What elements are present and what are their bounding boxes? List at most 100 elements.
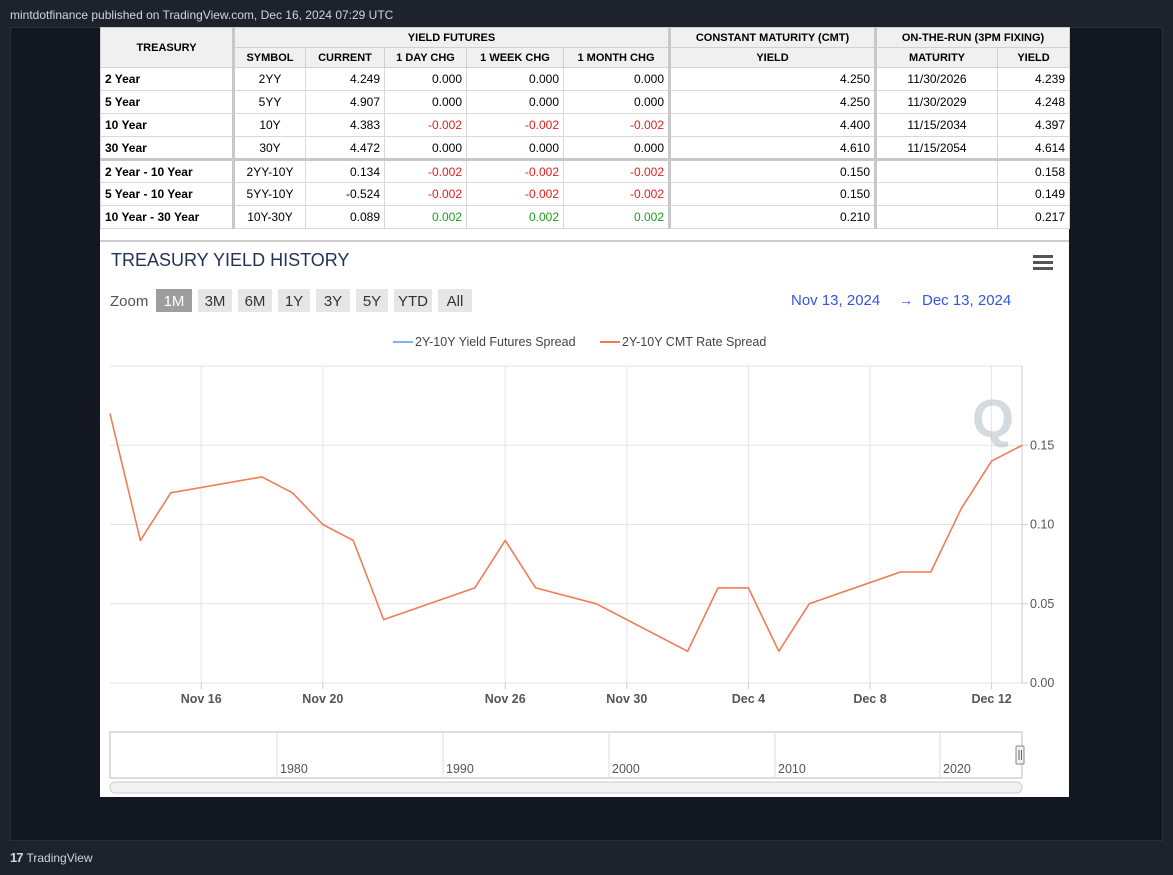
navigator-label: 2010 — [778, 762, 806, 776]
y-tick-label: 0.05 — [1030, 597, 1054, 611]
yield-history-chart: TREASURY YIELD HISTORY Zoom 1M 3M 6M 1Y 3Y 5Y… — [109, 250, 1054, 794]
cell-maturity — [874, 158, 999, 183]
table-row: 5 Year - 10 Year 5YY-10Y -0.524 -0.002 -0.00… — [100, 182, 1071, 206]
x-tick-label: Dec 8 — [853, 692, 886, 706]
cell-label: 30 Year — [100, 136, 234, 160]
zoom-button-3y[interactable]: 3Y — [316, 289, 350, 312]
cell-day: -0.002 — [384, 113, 467, 137]
header-otr: ON-THE-RUN (3PM FIXING) — [874, 27, 1071, 48]
header-maturity: MATURITY — [874, 47, 999, 68]
cell-symbol: 10Y-30Y — [232, 205, 306, 229]
range-navigator[interactable]: 1980 1990 2000 2010 2020 — [109, 731, 1025, 794]
cell-cmt: 4.610 — [668, 136, 877, 160]
table-row: 5 Year 5YY 4.907 0.000 0.000 0.000 4.250 11/30/… — [100, 90, 1071, 114]
cell-cmt: 0.150 — [668, 182, 877, 206]
chart-menu-icon[interactable] — [1033, 255, 1053, 270]
cell-label: 5 Year - 10 Year — [100, 182, 234, 206]
legend-item-1[interactable]: 2Y-10Y CMT Rate Spread — [600, 335, 766, 349]
cell-label: 10 Year - 30 Year — [100, 205, 234, 229]
cell-otr: 0.158 — [997, 158, 1071, 183]
cell-week: 0.000 — [466, 136, 564, 160]
zoom-button-label: 5Y — [363, 293, 381, 310]
zoom-label: Zoom — [110, 293, 148, 310]
navigator-handle[interactable] — [1015, 745, 1025, 765]
chart-series — [109, 413, 1023, 653]
header-1month: 1 MONTH CHG — [562, 47, 671, 68]
cell-day: 0.000 — [384, 90, 467, 114]
cell-label: 10 Year — [100, 113, 234, 137]
zoom-button-label: 1Y — [285, 293, 303, 310]
cell-current: 0.089 — [305, 205, 385, 229]
zoom-button-bg — [316, 289, 350, 312]
header-1week: 1 WEEK CHG — [466, 47, 564, 68]
cell-otr: 4.239 — [997, 67, 1071, 91]
legend-item-0[interactable]: 2Y-10Y Yield Futures Spread — [393, 335, 576, 349]
zoom-button-1y[interactable]: 1Y — [278, 289, 310, 312]
chart-legend: 2Y-10Y Yield Futures Spread 2Y-10Y CMT Ra… — [393, 335, 766, 349]
navigator-frame — [109, 731, 1023, 779]
navigator-label: 1980 — [280, 762, 308, 776]
cell-current: 0.134 — [305, 158, 385, 183]
legend-label: 2Y-10Y Yield Futures Spread — [415, 335, 576, 349]
zoom-button-label: 3Y — [324, 293, 342, 310]
cell-week: -0.002 — [466, 158, 564, 183]
zoom-button-label: 6M — [245, 293, 266, 310]
legend-label: 2Y-10Y CMT Rate Spread — [622, 335, 766, 349]
cell-maturity: 11/15/2034 — [874, 113, 999, 137]
zoom-button-all[interactable]: All — [438, 289, 472, 312]
zoom-button-label: 1M — [164, 293, 185, 310]
zoom-button-label: YTD — [398, 293, 428, 310]
cell-current: 4.472 — [305, 136, 385, 160]
table-row: 10 Year - 30 Year 10Y-30Y 0.089 0.002 0.002 0… — [100, 205, 1071, 229]
y-tick-label: 0.10 — [1030, 518, 1054, 532]
cell-maturity — [874, 205, 999, 229]
cell-month: 0.000 — [562, 67, 671, 91]
cell-cmt: 4.400 — [668, 113, 877, 137]
cell-week: 0.000 — [466, 67, 564, 91]
x-tick-label: Nov 30 — [606, 692, 647, 706]
cell-month: 0.002 — [562, 205, 671, 229]
chart-title: TREASURY YIELD HISTORY — [111, 250, 349, 270]
cell-day: -0.002 — [384, 158, 467, 183]
cell-month: 0.000 — [562, 90, 671, 114]
cell-otr: 0.149 — [997, 182, 1071, 206]
x-axis-ticks: Nov 16 Nov 20 Nov 26 Nov 30 Dec 4 Dec 8 Dec 12 — [181, 683, 1012, 706]
cell-week: -0.002 — [466, 113, 564, 137]
zoom-button-3m[interactable]: 3M — [198, 289, 232, 312]
navigator-scrollbar[interactable] — [109, 781, 1023, 794]
cell-otr: 4.397 — [997, 113, 1071, 137]
navigator-label: 2020 — [943, 762, 971, 776]
cell-cmt: 0.210 — [668, 205, 877, 229]
cell-maturity: 11/30/2026 — [874, 67, 999, 91]
cell-cmt: 4.250 — [668, 67, 877, 91]
tradingview-brand: TradingView — [26, 850, 93, 865]
cell-month: -0.002 — [562, 182, 671, 206]
cell-otr: 4.614 — [997, 136, 1071, 160]
zoom-button-bg — [238, 289, 272, 312]
cell-otr: 0.217 — [997, 205, 1071, 229]
treasury-table: TREASURY YIELD FUTURES CONSTANT MATURITY… — [100, 27, 1071, 229]
navigator-label: 2000 — [612, 762, 640, 776]
zoom-button-1m[interactable]: 1M — [156, 289, 192, 312]
zoom-button-6m[interactable]: 6M — [238, 289, 272, 312]
range-from[interactable]: Nov 13, 2024 — [791, 292, 880, 309]
zoom-button-ytd[interactable]: YTD — [394, 289, 432, 312]
zoom-button-5y[interactable]: 5Y — [356, 289, 388, 312]
y-tick-label: 0.15 — [1030, 438, 1054, 452]
tradingview-logo[interactable]: 17 TradingView — [10, 850, 93, 865]
cell-otr: 4.248 — [997, 90, 1071, 114]
publisher-bar: mintdotfinance published on TradingView.… — [0, 0, 1173, 27]
header-treasury: TREASURY — [100, 27, 234, 68]
zoom-button-bg — [156, 289, 192, 312]
x-tick-label: Nov 26 — [485, 692, 526, 706]
series-line-1[interactable] — [109, 413, 1023, 653]
header-cmt: CONSTANT MATURITY (CMT) — [668, 27, 877, 48]
table-row: 10 Year 10Y 4.383 -0.002 -0.002 -0.002 4.400 11… — [100, 113, 1071, 137]
cell-month: -0.002 — [562, 113, 671, 137]
publisher-line: mintdotfinance published on TradingView.… — [10, 8, 394, 22]
range-to[interactable]: Dec 13, 2024 — [922, 292, 1011, 309]
cell-week: 0.000 — [466, 90, 564, 114]
cell-label: 5 Year — [100, 90, 234, 114]
cell-current: 4.907 — [305, 90, 385, 114]
zoom-button-bg — [278, 289, 310, 312]
